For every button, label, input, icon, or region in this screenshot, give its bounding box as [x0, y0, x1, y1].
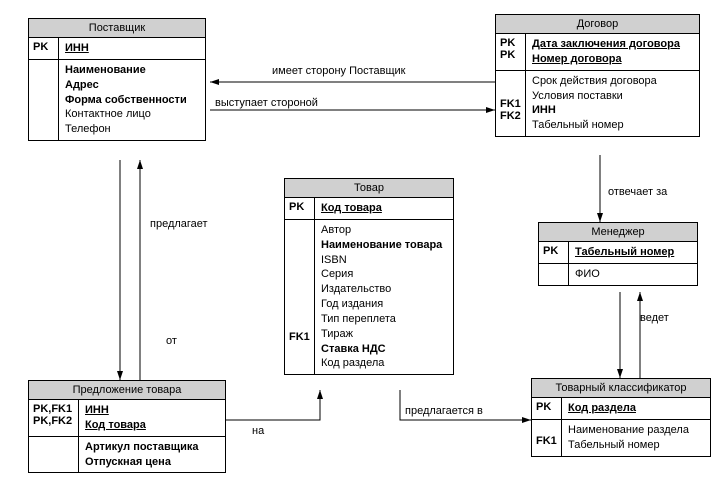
attr-field: Ставка НДС	[321, 342, 447, 357]
attrs-fields: НаименованиеАдресФорма собственностиКонт…	[59, 60, 205, 140]
entity-title: Менеджер	[539, 223, 697, 242]
attrs-fields: АвторНаименование товараISBNСерияИздател…	[315, 220, 453, 374]
entity-classifier: Товарный классификатор PK Код раздела FK…	[531, 378, 711, 457]
entity-attrs: Артикул поставщикаОтпускная цена	[29, 437, 225, 473]
label-offers: предлагает	[150, 218, 208, 230]
entity-title: Товар	[285, 179, 453, 198]
attrs-key: FK1 FK2	[496, 71, 526, 136]
attrs-key: FK1	[285, 220, 315, 374]
attr-field: Контактное лицо	[65, 107, 199, 122]
entity-pk-row: PK PK Дата заключения договора Номер дог…	[496, 34, 699, 71]
attr-field: Серия	[321, 267, 447, 282]
attr-field: Год издания	[321, 297, 447, 312]
entity-title: Предложение товара	[29, 381, 225, 400]
attr-field: Срок действия договора	[532, 74, 693, 89]
attr-field: Отпускная цена	[85, 455, 219, 470]
label-has-side: имеет сторону Поставщик	[272, 65, 405, 77]
pk-fields: ИНН	[59, 38, 205, 59]
label-acts-side: выступает стороной	[215, 97, 318, 109]
pk-key: PK,FK1 PK,FK2	[29, 400, 79, 436]
attr-field: Наименование товара	[321, 238, 447, 253]
entity-title: Поставщик	[29, 19, 205, 38]
attr-field: Код раздела	[321, 356, 447, 371]
attrs-fields: Срок действия договораУсловия поставкиИН…	[526, 71, 699, 136]
attr-field: Табельный номер	[532, 118, 693, 133]
entity-pk-row: PK Табельный номер	[539, 242, 697, 264]
attr-field: Наименование раздела	[568, 423, 704, 438]
attr-field: Издательство	[321, 282, 447, 297]
entity-attrs: FK1 АвторНаименование товараISBNСерияИзд…	[285, 220, 453, 374]
label-responsible: отвечает за	[608, 186, 667, 198]
entity-pk-row: PK Код товара	[285, 198, 453, 220]
entity-attrs: FK1 FK2 Срок действия договораУсловия по…	[496, 71, 699, 136]
attr-field: Тип переплета	[321, 312, 447, 327]
pk-fields: Табельный номер	[569, 242, 697, 263]
entity-offer: Предложение товара PK,FK1 PK,FK2 ИНН Код…	[28, 380, 226, 473]
entity-title: Товарный классификатор	[532, 379, 710, 398]
attr-field: Табельный номер	[568, 438, 704, 453]
attrs-key	[29, 437, 79, 473]
entity-pk-row: PK ИНН	[29, 38, 205, 60]
attr-field: Артикул поставщика	[85, 440, 219, 455]
entity-pk-row: PK Код раздела	[532, 398, 710, 420]
entity-contract: Договор PK PK Дата заключения договора Н…	[495, 14, 700, 137]
attr-field: Условия поставки	[532, 89, 693, 104]
attr-field: Автор	[321, 223, 447, 238]
pk-fields: Дата заключения договора Номер договора	[526, 34, 699, 70]
pk-key: PK	[539, 242, 569, 263]
label-on: на	[252, 425, 264, 437]
entity-attrs: НаименованиеАдресФорма собственностиКонт…	[29, 60, 205, 140]
attr-field: Наименование	[65, 63, 199, 78]
attr-field: ИНН	[532, 103, 693, 118]
entity-attrs: FK1 Наименование разделаТабельный номер	[532, 420, 710, 456]
attrs-fields: ФИО	[569, 264, 697, 285]
label-proposed-in: предлагается в	[405, 405, 483, 417]
attr-field: ФИО	[575, 267, 691, 282]
attr-field: Адрес	[65, 78, 199, 93]
entity-product: Товар PK Код товара FK1 АвторНаименовани…	[284, 178, 454, 375]
pk-key: PK PK	[496, 34, 526, 70]
attrs-key	[539, 264, 569, 285]
attr-field: Тираж	[321, 327, 447, 342]
entity-pk-row: PK,FK1 PK,FK2 ИНН Код товара	[29, 400, 225, 437]
attr-field: Телефон	[65, 122, 199, 137]
entity-title: Договор	[496, 15, 699, 34]
pk-key: PK	[532, 398, 562, 419]
pk-fields: ИНН Код товара	[79, 400, 225, 436]
pk-fields: Код товара	[315, 198, 453, 219]
attrs-key: FK1	[532, 420, 562, 456]
attrs-key	[29, 60, 59, 140]
label-leads: ведет	[640, 312, 669, 324]
entity-supplier: Поставщик PK ИНН НаименованиеАдресФорма …	[28, 18, 206, 141]
entity-attrs: ФИО	[539, 264, 697, 285]
pk-key: PK	[285, 198, 315, 219]
pk-key: PK	[29, 38, 59, 59]
attr-field: Форма собственности	[65, 93, 199, 108]
attrs-fields: Наименование разделаТабельный номер	[562, 420, 710, 456]
label-from: от	[166, 335, 177, 347]
entity-manager: Менеджер PK Табельный номер ФИО	[538, 222, 698, 286]
attrs-fields: Артикул поставщикаОтпускная цена	[79, 437, 225, 473]
pk-fields: Код раздела	[562, 398, 710, 419]
attr-field: ISBN	[321, 253, 447, 268]
